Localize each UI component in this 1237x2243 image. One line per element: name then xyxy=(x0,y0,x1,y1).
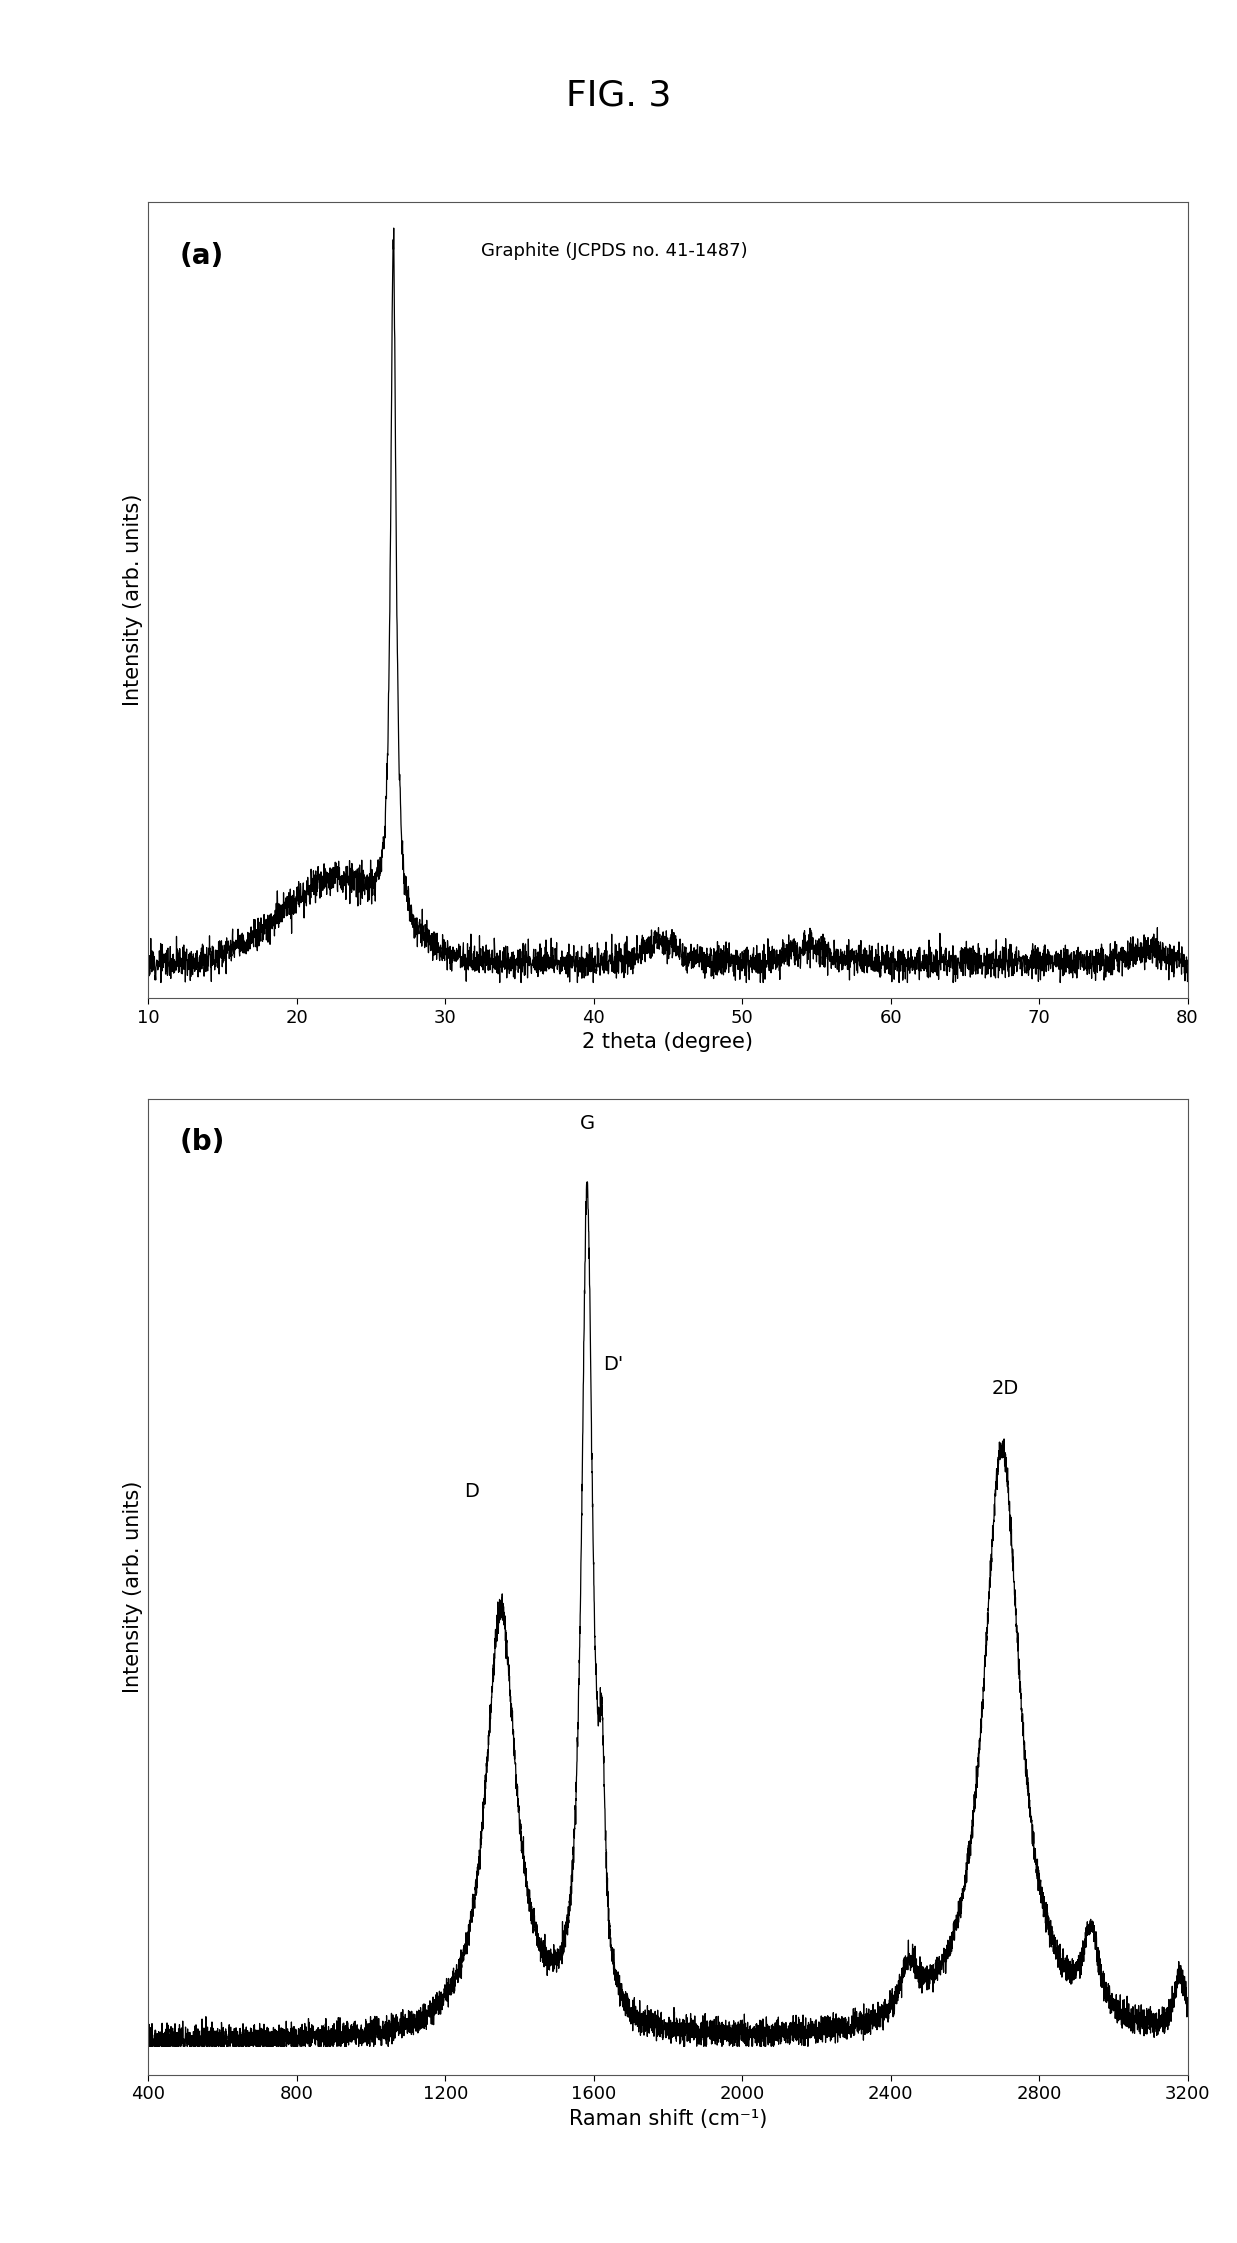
Text: D: D xyxy=(464,1483,479,1501)
Text: FIG. 3: FIG. 3 xyxy=(565,79,672,112)
Y-axis label: Intensity (arb. units): Intensity (arb. units) xyxy=(122,493,143,707)
Text: 2D: 2D xyxy=(992,1379,1019,1397)
Text: D': D' xyxy=(602,1355,623,1375)
Text: (a): (a) xyxy=(179,242,224,269)
X-axis label: Raman shift (cm⁻¹): Raman shift (cm⁻¹) xyxy=(569,2108,767,2129)
Y-axis label: Intensity (arb. units): Intensity (arb. units) xyxy=(122,1480,143,1693)
Text: G: G xyxy=(579,1115,595,1133)
Text: (b): (b) xyxy=(179,1128,225,1157)
Text: Graphite (JCPDS no. 41-1487): Graphite (JCPDS no. 41-1487) xyxy=(481,242,747,260)
X-axis label: 2 theta (degree): 2 theta (degree) xyxy=(583,1032,753,1052)
